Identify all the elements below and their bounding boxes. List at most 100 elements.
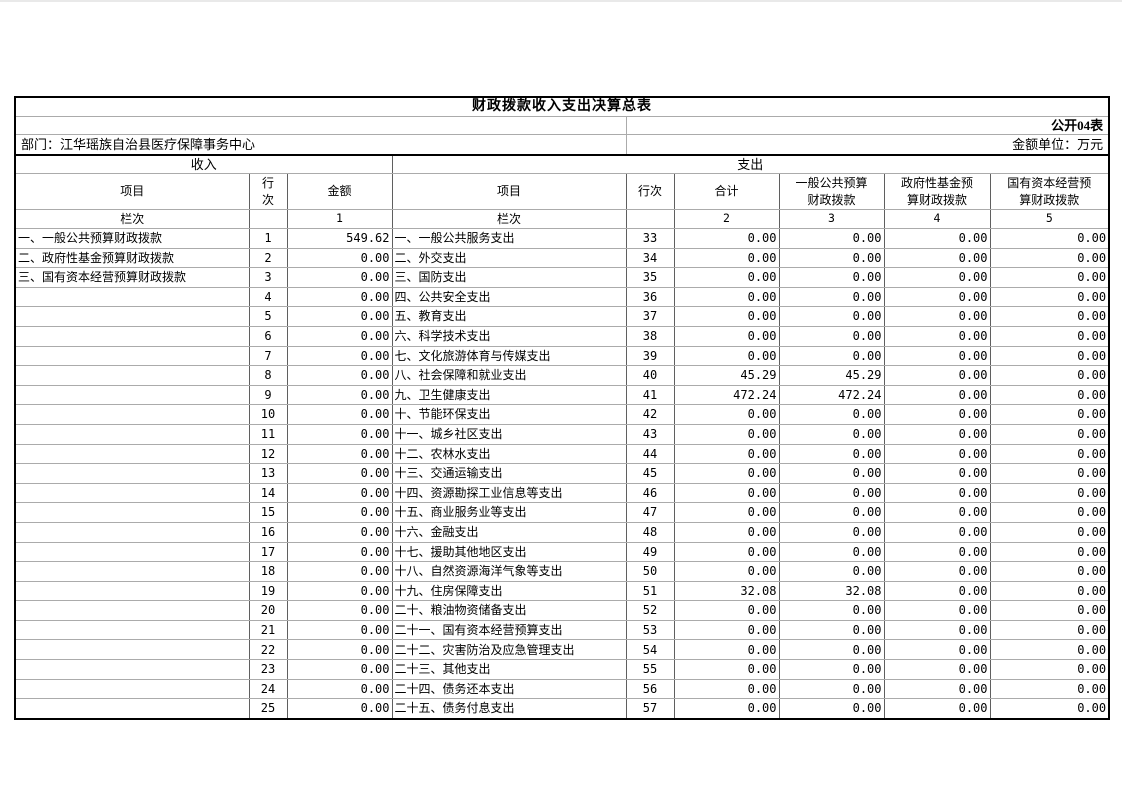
expense-total-cell: 0.00 — [674, 639, 780, 661]
expense-section-label: 支出 — [392, 155, 1110, 174]
expense-general-budget-cell: 0.00 — [779, 542, 885, 563]
income-row-no-cell: 19 — [249, 581, 288, 602]
table-row: 11 0.00 十一、城乡社区支出 43 0.00 0.00 0.00 0.00 — [15, 424, 1110, 445]
expense-item-cell: 七、文化旅游体育与传媒支出 — [392, 346, 627, 367]
expense-gov-fund-cell: 0.00 — [884, 463, 991, 484]
expense-item-cell: 二十一、国有资本经营预算支出 — [392, 620, 627, 641]
table-row: 22 0.00 二十二、灾害防治及应急管理支出 54 0.00 0.00 0.00 0.00 — [15, 639, 1110, 661]
income-item-cell — [15, 346, 250, 367]
col-header-income-row-no: 行 次 — [249, 173, 288, 210]
expense-total-cell: 0.00 — [674, 424, 780, 445]
expense-state-capital-cell: 0.00 — [990, 385, 1110, 406]
index-cell: 3 — [779, 209, 885, 229]
income-row-no-cell: 8 — [249, 365, 288, 386]
expense-row-no-cell: 50 — [626, 561, 675, 582]
expense-gov-fund-cell: 0.00 — [884, 365, 991, 386]
expense-row-no-cell: 54 — [626, 639, 675, 661]
table-code: 公开04表 — [626, 116, 1110, 135]
index-cell: 5 — [990, 209, 1110, 229]
expense-item-cell: 十五、商业服务业等支出 — [392, 502, 627, 523]
expense-general-budget-cell: 0.00 — [779, 561, 885, 582]
table-row: 13 0.00 十三、交通运输支出 45 0.00 0.00 0.00 0.00 — [15, 463, 1110, 484]
expense-general-budget-cell: 0.00 — [779, 600, 885, 621]
expense-state-capital-cell: 0.00 — [990, 542, 1110, 563]
expense-general-budget-cell: 0.00 — [779, 424, 885, 445]
expense-row-no-cell: 36 — [626, 287, 675, 308]
expense-row-no-cell: 45 — [626, 463, 675, 484]
expense-total-cell: 0.00 — [674, 698, 780, 720]
table-row: 7 0.00 七、文化旅游体育与传媒支出 39 0.00 0.00 0.00 0.00 — [15, 346, 1110, 367]
expense-general-budget-cell: 0.00 — [779, 306, 885, 327]
expense-row-no-cell: 53 — [626, 620, 675, 641]
income-amount-cell: 0.00 — [287, 267, 393, 288]
index-cell: 栏次 — [392, 209, 627, 229]
table-row: 8 0.00 八、社会保障和就业支出 40 45.29 45.29 0.00 0.00 — [15, 365, 1110, 386]
col-header-general-budget: 一般公共预算 财政拨款 — [779, 173, 885, 210]
income-amount-cell: 0.00 — [287, 502, 393, 523]
expense-row-no-cell: 42 — [626, 404, 675, 425]
expense-general-budget-cell: 0.00 — [779, 620, 885, 641]
expense-row-no-cell: 49 — [626, 542, 675, 563]
expense-item-cell: 六、科学技术支出 — [392, 326, 627, 347]
income-item-cell: 一、一般公共预算财政拨款 — [15, 228, 250, 249]
table-row: 三、国有资本经营预算财政拨款 3 0.00 三、国防支出 35 0.00 0.00 0.00 0… — [15, 267, 1110, 288]
code-row-spacer — [15, 116, 627, 135]
expense-item-cell: 二十二、灾害防治及应急管理支出 — [392, 639, 627, 661]
income-amount-cell: 0.00 — [287, 483, 393, 504]
expense-row-no-cell: 40 — [626, 365, 675, 386]
table-row: 25 0.00 二十五、债务付息支出 57 0.00 0.00 0.00 0.00 — [15, 698, 1110, 720]
income-amount-cell: 0.00 — [287, 620, 393, 641]
expense-item-cell: 二十三、其他支出 — [392, 659, 627, 680]
page-top-edge — [0, 0, 1122, 2]
column-header-row: 项目 行 次 金额 项目 行次 合计 一般公共预算 财政拨款 政府性基金预 算财… — [15, 173, 1110, 210]
expense-row-no-cell: 43 — [626, 424, 675, 445]
expense-gov-fund-cell: 0.00 — [884, 385, 991, 406]
income-row-no-cell: 15 — [249, 502, 288, 523]
expense-gov-fund-cell: 0.00 — [884, 287, 991, 308]
expense-row-no-cell: 35 — [626, 267, 675, 288]
income-amount-cell: 0.00 — [287, 522, 393, 543]
income-amount-cell: 0.00 — [287, 404, 393, 425]
income-amount-cell: 0.00 — [287, 639, 393, 661]
expense-row-no-cell: 51 — [626, 581, 675, 602]
income-amount-cell: 0.00 — [287, 385, 393, 406]
expense-row-no-cell: 44 — [626, 444, 675, 465]
expense-state-capital-cell: 0.00 — [990, 267, 1110, 288]
expense-item-cell: 二十四、债务还本支出 — [392, 679, 627, 700]
expense-item-cell: 五、教育支出 — [392, 306, 627, 327]
expense-general-budget-cell: 0.00 — [779, 659, 885, 680]
index-row: 栏次 1 栏次 2 3 4 5 — [15, 209, 1110, 229]
expense-item-cell: 十一、城乡社区支出 — [392, 424, 627, 445]
income-row-no-cell: 12 — [249, 444, 288, 465]
income-row-no-cell: 20 — [249, 600, 288, 621]
expense-item-cell: 一、一般公共服务支出 — [392, 228, 627, 249]
expense-item-cell: 九、卫生健康支出 — [392, 385, 627, 406]
income-item-cell — [15, 483, 250, 504]
expense-state-capital-cell: 0.00 — [990, 365, 1110, 386]
table-body: 一、一般公共预算财政拨款 1 549.62 一、一般公共服务支出 33 0.00 0.00 0… — [15, 228, 1110, 720]
income-row-no-cell: 5 — [249, 306, 288, 327]
expense-item-cell: 十八、自然资源海洋气象等支出 — [392, 561, 627, 582]
expense-state-capital-cell: 0.00 — [990, 522, 1110, 543]
income-row-no-cell: 4 — [249, 287, 288, 308]
expense-general-budget-cell: 32.08 — [779, 581, 885, 602]
expense-total-cell: 0.00 — [674, 542, 780, 563]
expense-gov-fund-cell: 0.00 — [884, 600, 991, 621]
expense-row-no-cell: 57 — [626, 698, 675, 720]
expense-general-budget-cell: 0.00 — [779, 502, 885, 523]
income-amount-cell: 0.00 — [287, 542, 393, 563]
expense-row-no-cell: 48 — [626, 522, 675, 543]
expense-row-no-cell: 52 — [626, 600, 675, 621]
expense-total-cell: 0.00 — [674, 326, 780, 347]
income-row-no-cell: 22 — [249, 639, 288, 661]
expense-total-cell: 0.00 — [674, 306, 780, 327]
index-cell: 4 — [884, 209, 991, 229]
income-amount-cell: 0.00 — [287, 248, 393, 269]
expense-total-cell: 0.00 — [674, 248, 780, 269]
expense-total-cell: 45.29 — [674, 365, 780, 386]
expense-total-cell: 0.00 — [674, 561, 780, 582]
income-item-cell — [15, 424, 250, 445]
income-item-cell — [15, 404, 250, 425]
income-item-cell — [15, 522, 250, 543]
